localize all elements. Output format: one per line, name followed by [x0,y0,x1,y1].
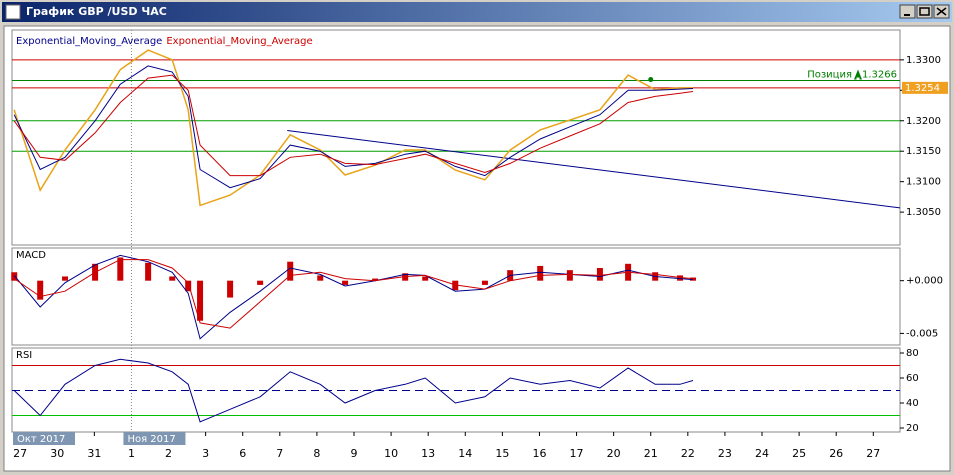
x-tick-label: 26 [829,447,843,460]
x-tick-label: 16 [532,447,546,460]
histogram-bar [11,272,18,281]
y-tick-label: 1.3150 [906,146,941,157]
x-tick-label: 1 [128,447,135,460]
maximize-icon [919,7,930,16]
price-pane [11,29,901,246]
position-marker [648,77,654,83]
x-tick-label: 6 [239,447,246,460]
histogram-bar [372,278,379,281]
x-tick-label: 31 [87,447,101,460]
histogram-bar [227,280,234,298]
y-tick-label: 1.3100 [906,177,941,188]
y-tick-label: 60 [906,373,919,384]
histogram-bar [169,276,176,281]
price-tag-label: 1.3254 [905,83,940,94]
series-line [13,74,694,177]
pane-title: MACD [16,250,46,261]
month-tag [13,432,75,445]
x-tick-label: 3 [202,447,209,460]
histogram-bar [257,280,264,285]
y-tick-label: 80 [906,348,919,359]
histogram-bar [145,262,152,281]
histogram-bar [117,257,124,281]
position-label: Позиция [807,70,852,81]
pane-title: RSI [16,350,32,361]
x-tick-label: 27 [866,447,880,460]
x-tick-label: 22 [681,447,695,460]
x-tick-label: 8 [313,447,320,460]
histogram-bar [452,280,459,291]
y-tick-label: 1.3200 [906,116,941,127]
macd-pane [11,247,901,346]
x-tick-label: 24 [755,447,769,460]
histogram-bar [62,276,69,281]
plot-layer: 27 30 31 1 2 3 6 7 8 9 10 13 14 15 16 17 20 21 22 23 24 25 26 2… [11,30,948,460]
close-icon [936,7,947,16]
x-tick-label: 20 [607,447,621,460]
position-arrow [854,69,862,80]
y-tick-label: 1.3050 [906,207,941,218]
x-tick-label: 13 [421,447,435,460]
x-tick-label: 21 [644,447,658,460]
title-bar [2,2,952,22]
window-title: График GBP /USD ЧАС [26,5,167,18]
histogram-bar [596,268,603,281]
x-tick-label: 9 [350,447,357,460]
x-tick-label: 23 [718,447,732,460]
y-tick-label: +0.000 [906,276,943,287]
histogram-bar [481,280,488,285]
month-label: Ноя 2017 [127,434,175,445]
month-tag [123,432,186,445]
histogram-bar [566,270,573,281]
histogram-bar [537,265,544,281]
trendline [287,129,901,209]
y-tick-label: 40 [906,398,919,409]
histogram-bar [422,276,429,281]
histogram-bar [342,280,349,285]
window-buttons[interactable] [899,4,950,19]
minimize-button[interactable] [899,4,916,19]
x-tick-label: 17 [570,447,584,460]
series-line [13,358,694,423]
x-tick-label: 30 [50,447,64,460]
x-tick-label: 25 [792,447,806,460]
x-tick-label: 10 [384,447,398,460]
legend-entry: Exponential_Moving_Average [16,36,162,47]
histogram-bar [197,280,204,321]
position-value: 1.3266 [862,70,897,81]
y-tick-label: 20 [906,423,919,434]
legend-entry: Exponential_Moving_Average [166,36,312,47]
x-tick-label: 2 [165,447,172,460]
price-tag [902,81,948,94]
y-tick-label: 1.3300 [906,55,941,66]
histogram-bar [37,280,44,300]
window-icon [5,4,21,20]
y-tick-label: -0.005 [906,328,938,339]
x-tick-label: 7 [276,447,283,460]
series-line [13,259,694,329]
x-tick-label: 15 [495,447,509,460]
x-tick-label: 27 [13,447,27,460]
histogram-bar [317,275,324,281]
histogram-bar [677,275,684,281]
histogram-bar [185,280,192,292]
histogram-bar [287,261,294,281]
series-line [13,254,694,340]
x-tick-label: 14 [458,447,472,460]
series-line [13,49,693,207]
series-line [13,65,694,189]
month-label: Окт 2017 [17,434,65,445]
